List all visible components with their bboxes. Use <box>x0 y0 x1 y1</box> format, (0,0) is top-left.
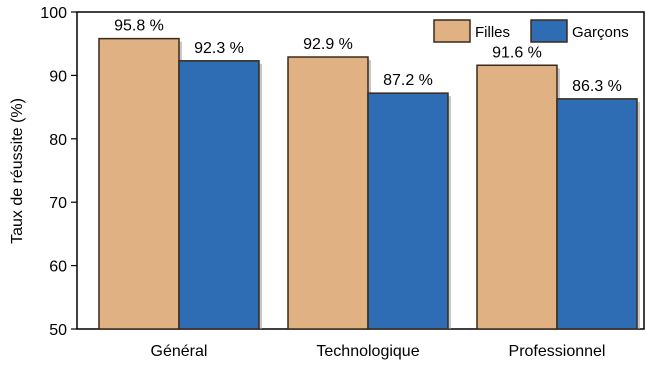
y-tick-label: 70 <box>49 195 67 212</box>
legend-swatch <box>433 19 471 43</box>
x-tick-label: Général <box>151 343 208 360</box>
bar-filles-2 <box>476 64 558 330</box>
value-label: 92.3 % <box>194 40 244 57</box>
y-tick-label: 60 <box>49 259 67 276</box>
y-tick-label: 50 <box>49 322 67 339</box>
legend-label: Garçons <box>572 24 629 41</box>
y-tick-label: 90 <box>49 68 67 85</box>
bar-garçons-2 <box>556 98 638 330</box>
bar-filles-0 <box>98 37 180 330</box>
value-label: 86.3 % <box>572 78 622 95</box>
bar-garçons-1 <box>367 92 449 330</box>
x-tick-label: Professionnel <box>509 343 606 360</box>
bar-garçons-0 <box>178 60 260 330</box>
y-tick-label: 100 <box>40 5 67 22</box>
value-label: 91.6 % <box>492 44 542 61</box>
bars <box>98 37 640 330</box>
x-tick-label: Technologique <box>316 343 419 360</box>
y-tick-label: 80 <box>49 132 67 149</box>
value-labels: 95.8 % 92.3 % 92.9 % 87.2 % 91.6 % 86.3 % <box>114 18 622 95</box>
legend-swatch <box>530 19 568 43</box>
y-axis-ticks: 50 60 70 80 90 100 <box>40 5 77 339</box>
legend: Filles Garçons <box>433 19 629 43</box>
bar-filles-1 <box>287 56 369 330</box>
value-label: 95.8 % <box>114 18 164 35</box>
value-label: 92.9 % <box>303 36 353 53</box>
value-label: 87.2 % <box>383 72 433 89</box>
x-axis-labels: Général Technologique Professionnel <box>151 343 606 360</box>
legend-label: Filles <box>475 24 510 41</box>
y-axis-title: Taux de réussite (%) <box>9 98 26 244</box>
